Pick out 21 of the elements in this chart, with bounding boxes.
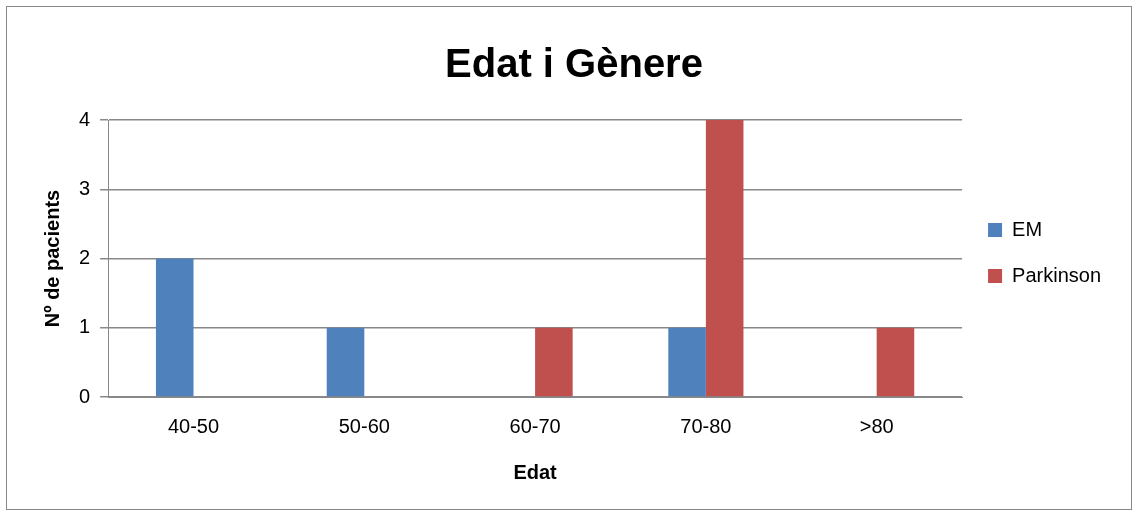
y-tick-label: 3	[79, 176, 91, 199]
x-tick-label: 70-80	[680, 414, 732, 437]
x-tick-label: >80	[859, 414, 894, 437]
bar	[876, 327, 915, 397]
legend-label: EM	[1012, 217, 1043, 240]
legend-label: Parkinson	[1012, 263, 1101, 286]
x-tick-label: 50-60	[338, 414, 390, 437]
x-tick-label: 60-70	[509, 414, 561, 437]
x-axis-title: Edat	[513, 460, 558, 483]
y-tick-label: 4	[79, 107, 91, 130]
bar	[668, 327, 706, 397]
y-axis-title: Nº de pacients	[40, 189, 63, 328]
bar	[705, 120, 744, 397]
bar	[155, 258, 194, 397]
chart-title: Edat i Gènere	[445, 41, 703, 86]
bar	[535, 327, 573, 397]
y-tick-label: 0	[79, 384, 91, 407]
x-tick-label: 40-50	[167, 414, 220, 437]
y-tick-label: 1	[79, 315, 91, 338]
y-tick-label: 2	[79, 246, 91, 269]
bar	[326, 327, 365, 397]
